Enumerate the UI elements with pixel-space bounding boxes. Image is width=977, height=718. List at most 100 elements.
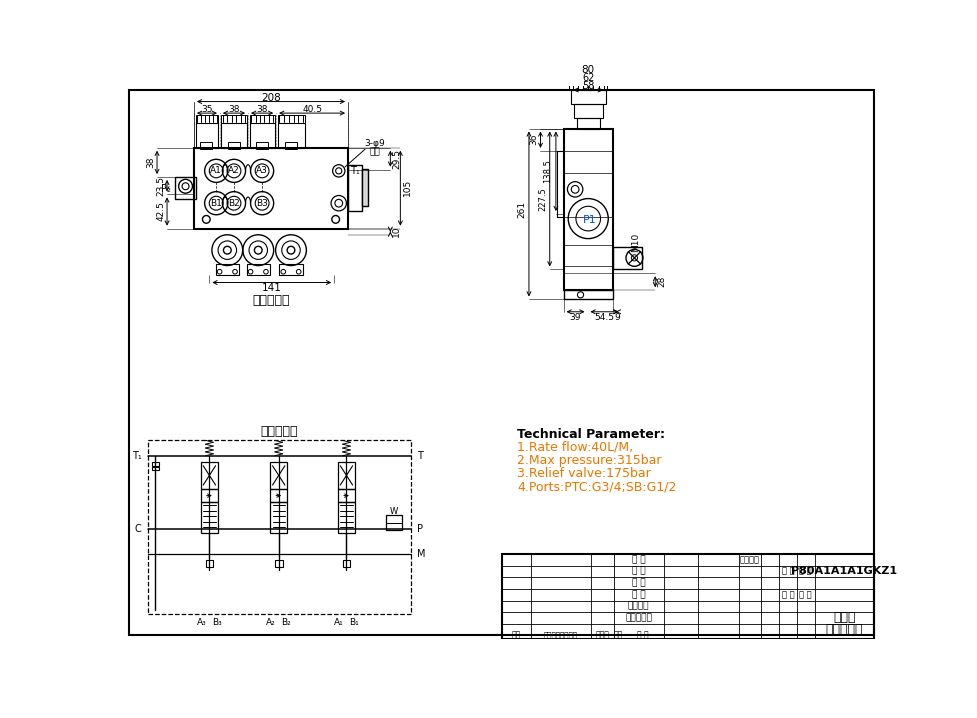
Text: 105: 105 bbox=[403, 180, 411, 197]
Text: 227.5: 227.5 bbox=[537, 187, 547, 211]
Text: 液压原理图: 液压原理图 bbox=[252, 294, 289, 307]
Text: 通孔: 通孔 bbox=[369, 147, 380, 156]
Text: 核 对: 核 对 bbox=[631, 590, 645, 599]
Bar bbox=[270, 489, 287, 503]
Text: 3-φ9: 3-φ9 bbox=[364, 139, 385, 149]
Text: 工艺检查: 工艺检查 bbox=[627, 602, 649, 610]
Text: T: T bbox=[417, 451, 423, 461]
Bar bbox=[570, 90, 606, 104]
Text: B₃: B₃ bbox=[212, 618, 222, 628]
Bar bbox=[270, 462, 287, 489]
Text: 36: 36 bbox=[529, 134, 537, 146]
Text: P80A1A1A1GKZ1: P80A1A1A1GKZ1 bbox=[790, 567, 897, 577]
Bar bbox=[576, 118, 599, 129]
Text: B₂: B₂ bbox=[281, 618, 291, 628]
Text: 35: 35 bbox=[201, 105, 212, 113]
Text: 39: 39 bbox=[570, 312, 580, 322]
Text: B3: B3 bbox=[256, 199, 268, 208]
Bar bbox=[200, 462, 218, 489]
Text: 比 例: 比 例 bbox=[798, 567, 811, 576]
Text: B1: B1 bbox=[210, 199, 222, 208]
Text: 54.5: 54.5 bbox=[594, 312, 614, 322]
Text: 外型尺寸图: 外型尺寸图 bbox=[825, 623, 862, 635]
Bar bbox=[151, 462, 159, 466]
Bar bbox=[195, 116, 218, 123]
Text: P1: P1 bbox=[582, 215, 596, 225]
Text: P₂: P₂ bbox=[161, 184, 171, 194]
Bar bbox=[255, 141, 268, 149]
Text: 28: 28 bbox=[657, 276, 666, 287]
Bar bbox=[270, 503, 287, 533]
Bar bbox=[216, 264, 238, 275]
Text: M10: M10 bbox=[631, 233, 640, 252]
Text: 更改人: 更改人 bbox=[595, 630, 609, 639]
Text: 62: 62 bbox=[581, 73, 594, 83]
Text: T₁: T₁ bbox=[132, 451, 142, 461]
Text: 标记: 标记 bbox=[512, 630, 521, 639]
Text: 141: 141 bbox=[262, 283, 281, 293]
Text: A₁: A₁ bbox=[333, 618, 343, 628]
Text: 38: 38 bbox=[256, 105, 268, 113]
Text: A₂: A₂ bbox=[266, 618, 276, 628]
Text: 多路阀: 多路阀 bbox=[832, 611, 855, 624]
Bar bbox=[249, 123, 275, 148]
Text: 日期: 日期 bbox=[613, 630, 622, 639]
Bar bbox=[205, 561, 213, 567]
Bar bbox=[338, 503, 355, 533]
Bar bbox=[200, 141, 212, 149]
Text: 80: 80 bbox=[581, 65, 594, 75]
Text: 制 图: 制 图 bbox=[631, 567, 645, 576]
Text: 标准化检查: 标准化检查 bbox=[624, 613, 652, 622]
Text: A3: A3 bbox=[256, 167, 268, 175]
Bar bbox=[200, 489, 218, 503]
Bar bbox=[342, 561, 350, 567]
Text: 2.Max pressure:315bar: 2.Max pressure:315bar bbox=[517, 454, 661, 467]
Bar bbox=[193, 148, 348, 228]
Text: 1.Rate flow:40L/M,: 1.Rate flow:40L/M, bbox=[517, 441, 633, 454]
Text: 3.Relief valve:175bar: 3.Relief valve:175bar bbox=[517, 467, 651, 480]
Text: T₁: T₁ bbox=[350, 166, 360, 176]
Bar bbox=[501, 554, 873, 639]
Text: B₁: B₁ bbox=[349, 618, 359, 628]
Bar bbox=[573, 104, 602, 118]
Text: 38: 38 bbox=[228, 105, 239, 113]
Text: 40.5: 40.5 bbox=[302, 105, 321, 113]
Text: 138.5: 138.5 bbox=[542, 159, 551, 183]
Text: Technical Parameter:: Technical Parameter: bbox=[517, 428, 664, 441]
Text: W: W bbox=[390, 507, 398, 516]
Text: A2: A2 bbox=[228, 167, 239, 175]
Bar bbox=[279, 264, 302, 275]
Text: 29.5: 29.5 bbox=[393, 149, 402, 169]
Text: M: M bbox=[417, 549, 425, 559]
Text: 审 核: 审 核 bbox=[637, 630, 649, 639]
Text: 208: 208 bbox=[261, 93, 280, 103]
Bar bbox=[275, 561, 282, 567]
Text: C: C bbox=[135, 524, 142, 534]
Bar bbox=[175, 177, 196, 199]
Bar bbox=[249, 116, 275, 123]
Bar bbox=[284, 141, 297, 149]
Text: 描 图: 描 图 bbox=[631, 578, 645, 587]
Bar bbox=[338, 489, 355, 503]
Text: 261: 261 bbox=[517, 201, 526, 218]
Bar bbox=[569, 84, 607, 90]
Text: 设 计: 设 计 bbox=[631, 555, 645, 564]
Text: 共 事: 共 事 bbox=[781, 590, 793, 599]
Text: 液压原理图: 液压原理图 bbox=[261, 424, 298, 437]
Text: 重 量: 重 量 bbox=[781, 567, 793, 576]
Text: P: P bbox=[417, 524, 423, 534]
Text: 更改内容或简报告: 更改内容或简报告 bbox=[543, 631, 577, 638]
Bar bbox=[148, 440, 410, 614]
Bar bbox=[338, 462, 355, 489]
Bar bbox=[151, 467, 159, 470]
Text: A1: A1 bbox=[210, 167, 222, 175]
Bar bbox=[613, 247, 642, 269]
Bar bbox=[195, 123, 218, 148]
Bar bbox=[221, 123, 246, 148]
Text: 23.5: 23.5 bbox=[156, 176, 165, 196]
Bar bbox=[228, 141, 239, 149]
Bar bbox=[221, 116, 246, 123]
Text: 图样标记: 图样标记 bbox=[740, 555, 759, 564]
Text: 58: 58 bbox=[581, 81, 594, 91]
Bar bbox=[277, 116, 304, 123]
